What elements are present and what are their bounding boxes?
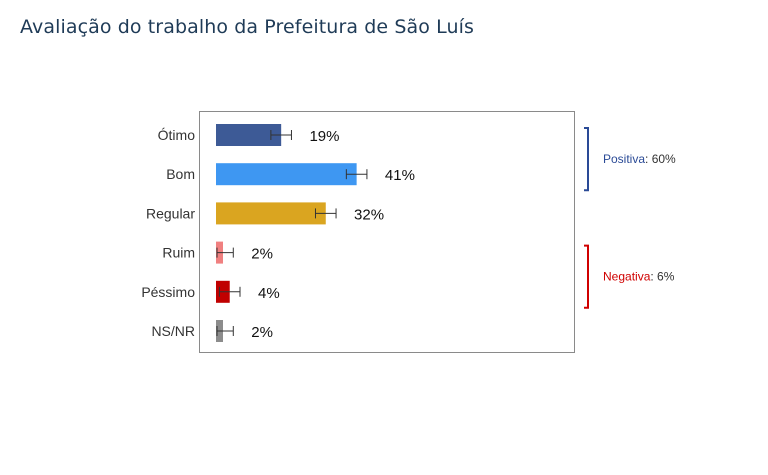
value-label-otimo: 19% — [309, 128, 339, 145]
value-label-regular: 32% — [354, 206, 384, 223]
value-label-ns-nr: 2% — [251, 324, 273, 341]
group-bracket-positiva — [584, 127, 589, 192]
bar-otimo — [216, 124, 282, 146]
category-label-bom: Bom — [166, 166, 195, 182]
category-label-pessimo: Péssimo — [141, 284, 195, 300]
chart-frame — [199, 111, 575, 353]
bar-bom — [216, 163, 357, 186]
category-label-otimo: Ótimo — [158, 127, 196, 143]
group-bracket-negativa — [584, 244, 589, 309]
value-label-pessimo: 4% — [258, 285, 280, 302]
category-label-ns-nr: NS/NR — [151, 323, 195, 339]
category-label-regular: Regular — [146, 205, 195, 221]
category-label-ruim: Ruim — [162, 245, 195, 261]
group-label-positiva: Positiva: 60% — [603, 152, 676, 166]
page-title: Avaliação do trabalho da Prefeitura de S… — [20, 16, 474, 38]
value-label-bom: 41% — [385, 167, 415, 184]
group-label-negativa: Negativa: 6% — [603, 270, 675, 284]
value-label-ruim: 2% — [251, 246, 273, 263]
bar-regular — [216, 202, 326, 225]
